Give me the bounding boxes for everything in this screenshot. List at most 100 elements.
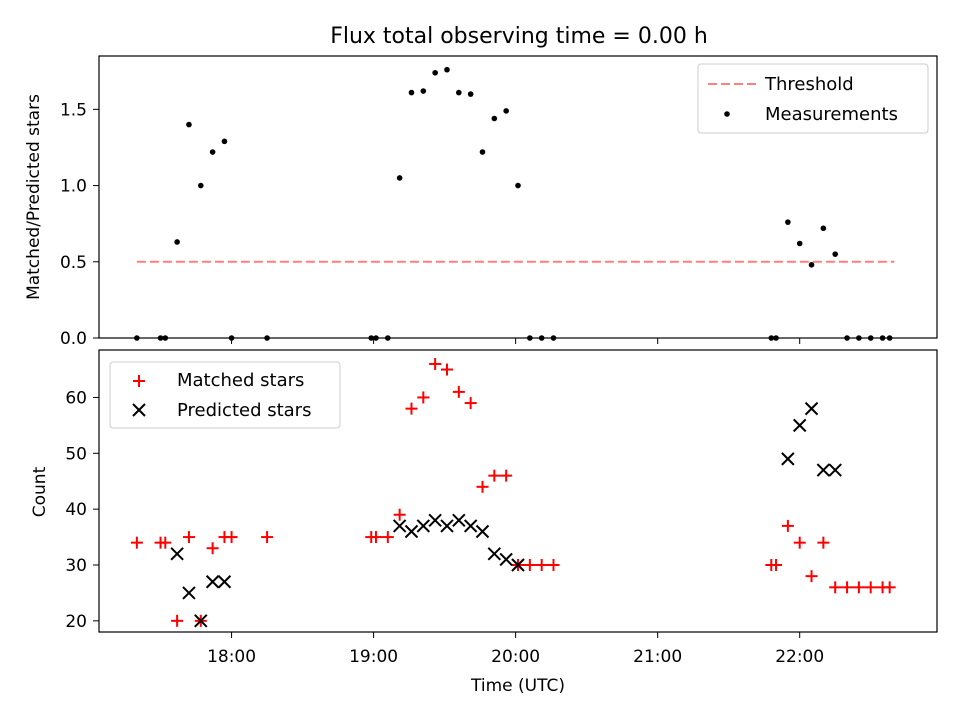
- measurement-point: [221, 138, 228, 145]
- predicted-star-point: [404, 524, 419, 539]
- flux-ratio-legend: Threshold Measurements: [697, 63, 929, 134]
- predicted-legend-marker: [132, 403, 146, 417]
- measurement-point: [503, 108, 509, 114]
- measurement-point: [832, 251, 839, 257]
- matched-star-point: [864, 581, 877, 594]
- flux-ratio-y-ticks: 0.0 0.5 1.0 1.5: [60, 100, 801, 349]
- matched-star-point: [852, 581, 865, 594]
- measurements-legend-marker: [724, 111, 730, 117]
- measurement-point: [197, 182, 204, 189]
- chart-title: Flux total observing time = 0.00 h: [330, 24, 708, 49]
- counts-panel: 20 30 40 50 60 18:00 19:00 20:00 21:00 22:00 Coun…: [30, 349, 938, 696]
- y-tick-label: 30: [65, 556, 87, 576]
- measurement-point: [186, 121, 192, 128]
- predicted-star-point: [475, 524, 490, 539]
- measurement-point: [456, 89, 462, 96]
- predicted-star-point: [792, 418, 807, 433]
- matched-star-point: [182, 531, 195, 544]
- matched-star-point: [159, 536, 172, 549]
- predicted-star-point: [781, 452, 795, 466]
- predicted-star-point: [428, 513, 442, 528]
- counts-axes-frame: [98, 349, 938, 633]
- matched-star-point: [429, 357, 442, 370]
- matched-star-point: [369, 531, 382, 544]
- x-tick-label: 19:00: [349, 647, 398, 667]
- matched-star-point: [393, 508, 406, 521]
- measurement-point: [432, 69, 438, 76]
- matched-star-point: [500, 469, 513, 482]
- matched-star-point: [547, 558, 560, 571]
- matched-legend-marker: [133, 375, 145, 387]
- predicted-star-point: [463, 519, 478, 533]
- measurement-point: [467, 91, 474, 97]
- matched-star-point: [417, 391, 430, 404]
- matched-star-point: [523, 558, 536, 571]
- legend-label-threshold: Threshold: [764, 74, 854, 95]
- legend-frame: [109, 361, 341, 429]
- legend-label-predicted: Predicted stars: [177, 400, 311, 421]
- matched-star-point: [829, 581, 842, 594]
- x-tick-label: 20:00: [491, 647, 540, 667]
- measurement-point: [515, 182, 521, 189]
- measurement-point: [491, 115, 498, 122]
- measurement-point: [820, 225, 827, 232]
- predicted-star-point: [217, 575, 232, 589]
- y-tick-label: 1.0: [60, 177, 87, 197]
- measurement-point: [796, 240, 803, 247]
- matched-star-point: [841, 581, 854, 594]
- flux-ratio-plot-area: [134, 66, 895, 341]
- flux-ratio-axes-frame: [98, 55, 938, 339]
- y-tick-label: 60: [65, 388, 87, 408]
- matched-star-point: [817, 536, 830, 549]
- predicted-star-point: [170, 547, 184, 561]
- x-tick-label: 18:00: [207, 647, 256, 667]
- y-tick-label: 0.0: [60, 329, 87, 349]
- counts-legend: Matched stars Predicted stars: [109, 361, 341, 429]
- predicted-star-point: [828, 463, 842, 477]
- predicted-star-point: [804, 401, 819, 416]
- measurement-point: [785, 219, 791, 225]
- flux-ratio-ylabel: Matched/Predicted stars: [24, 94, 44, 300]
- matched-star-point: [440, 363, 453, 376]
- matched-star-point: [535, 558, 548, 571]
- predicted-star-point: [487, 547, 502, 561]
- predicted-star-point: [194, 614, 208, 628]
- matched-star-point: [805, 570, 818, 583]
- measurement-point: [444, 66, 450, 73]
- legend-label-measurements: Measurements: [765, 104, 898, 125]
- measurement-point: [479, 149, 486, 155]
- x-tick-label: 21:00: [633, 647, 682, 667]
- matched-star-point: [261, 531, 274, 544]
- predicted-star-point: [440, 519, 454, 533]
- y-tick-label: 50: [65, 444, 87, 464]
- matched-star-point: [464, 397, 477, 410]
- measurement-point: [209, 149, 216, 155]
- matched-star-point: [381, 531, 394, 544]
- counts-y-ticks: 20 30 40 50 60 18:00 19:00 20:00 21:00 22:00: [65, 388, 824, 667]
- matched-star-point: [225, 531, 238, 544]
- predicted-star-point: [452, 513, 466, 528]
- measurement-point: [408, 89, 415, 96]
- matched-star-point: [476, 480, 489, 493]
- predicted-star-point: [205, 575, 220, 589]
- matched-star-point: [793, 536, 806, 549]
- predicted-star-point: [511, 558, 525, 572]
- x-tick-label: 22:00: [775, 647, 824, 667]
- y-tick-label: 20: [65, 612, 87, 632]
- predicted-star-point: [416, 519, 431, 533]
- matched-star-point: [883, 581, 896, 594]
- matched-star-point: [770, 558, 783, 571]
- measurement-point: [808, 262, 815, 268]
- matched-star-point: [452, 385, 465, 398]
- measurement-point: [174, 239, 180, 245]
- matched-star-point: [405, 402, 418, 415]
- counts-plot-area: [130, 357, 896, 628]
- counts-ylabel: Count: [30, 466, 50, 517]
- matched-star-point: [171, 614, 184, 627]
- matched-star-point: [781, 519, 794, 532]
- predicted-star-point: [816, 463, 831, 477]
- y-tick-label: 1.5: [60, 100, 87, 120]
- legend-frame: [697, 63, 929, 134]
- predicted-star-point: [182, 586, 196, 600]
